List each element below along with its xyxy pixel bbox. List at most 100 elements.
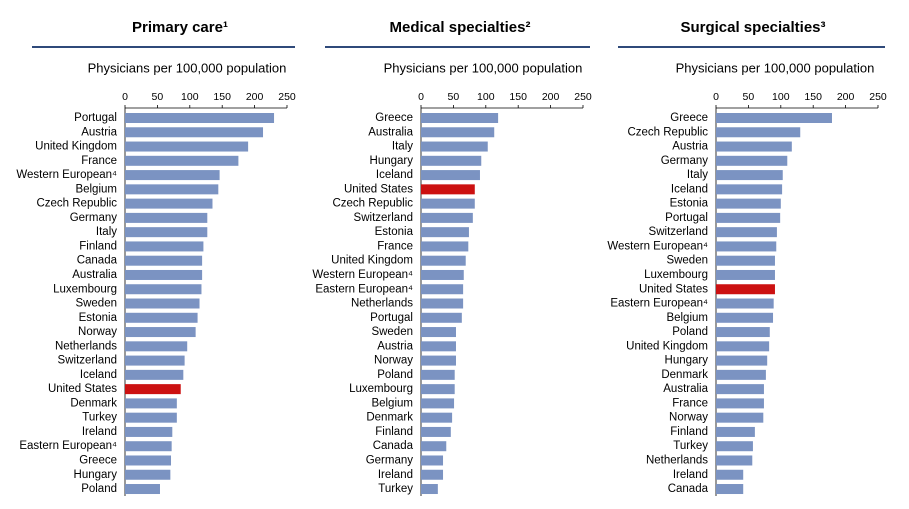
bar [421, 384, 455, 395]
x-tick-label: 100 [477, 91, 495, 103]
bar [716, 241, 777, 252]
y-tick-label: Sweden [666, 255, 708, 267]
x-tick-label: 150 [804, 91, 822, 103]
y-tick-label: Western European⁴ [312, 269, 413, 281]
y-tick-label: Turkey [82, 412, 117, 424]
y-tick-label: Italy [687, 169, 708, 181]
y-tick-label: Turkey [378, 483, 413, 495]
bar [125, 298, 200, 309]
y-tick-label: Estonia [375, 226, 414, 238]
bar [125, 341, 188, 352]
y-tick-label: France [377, 240, 413, 252]
y-tick-label: Czech Republic [36, 198, 117, 210]
bar [421, 141, 488, 152]
bar [421, 369, 455, 380]
bar [125, 412, 177, 423]
bar [125, 426, 173, 437]
bar [125, 327, 196, 338]
y-tick-label: Ireland [82, 426, 117, 438]
bar [421, 441, 447, 452]
x-tick-label: 50 [152, 91, 164, 103]
bar [716, 141, 792, 152]
bar [716, 355, 768, 366]
y-tick-label: Germany [70, 212, 118, 224]
bar [716, 227, 777, 238]
y-tick-label: Luxembourg [349, 383, 413, 395]
y-tick-label: Finland [375, 426, 413, 438]
y-tick-label: Estonia [670, 198, 709, 210]
bar [716, 155, 788, 166]
x-axis-label: Physicians per 100,000 population [676, 60, 875, 75]
y-tick-label: Finland [79, 240, 117, 252]
bar [421, 255, 466, 266]
y-tick-label: United Kingdom [35, 141, 117, 153]
y-tick-label: Netherlands [351, 298, 413, 310]
y-tick-label: France [81, 155, 117, 167]
bar [716, 312, 774, 323]
y-tick-label: Belgium [75, 183, 117, 195]
y-tick-label: Switzerland [649, 226, 708, 238]
bar [125, 384, 181, 395]
y-tick-label: Greece [79, 455, 117, 467]
y-tick-label: Netherlands [55, 340, 117, 352]
chart-title: Primary care¹ [132, 19, 228, 36]
bar [716, 127, 801, 138]
y-tick-label: Portugal [74, 112, 117, 124]
y-tick-label: Portugal [370, 312, 413, 324]
y-tick-label: Austria [81, 126, 117, 138]
bar [421, 426, 451, 437]
bar [125, 369, 184, 380]
bar [125, 484, 160, 495]
y-tick-label: Denmark [70, 397, 117, 409]
y-tick-label: Canada [668, 483, 709, 495]
bar [125, 184, 219, 195]
bar [716, 198, 781, 209]
bar [421, 227, 469, 238]
y-tick-label: Czech Republic [332, 198, 413, 210]
x-tick-label: 150 [213, 91, 231, 103]
y-tick-label: Austria [672, 141, 708, 153]
bar [716, 369, 766, 380]
bar [716, 484, 744, 495]
bar [421, 398, 455, 409]
y-tick-label: Sweden [371, 326, 413, 338]
bar [125, 141, 249, 152]
x-tick-label: 200 [837, 91, 855, 103]
bar [716, 113, 832, 123]
y-tick-label: Estonia [79, 312, 118, 324]
bar [716, 398, 764, 409]
x-tick-label: 250 [869, 91, 887, 103]
bar [125, 241, 204, 252]
y-tick-label: Norway [78, 326, 117, 338]
bar [125, 355, 185, 366]
y-tick-label: Western European⁴ [16, 169, 117, 181]
y-tick-label: Turkey [673, 440, 708, 452]
x-tick-label: 250 [574, 91, 592, 103]
bar [125, 212, 208, 223]
y-tick-label: Ireland [378, 469, 413, 481]
y-tick-label: Finland [670, 426, 708, 438]
bar [125, 227, 208, 238]
y-tick-label: Iceland [80, 369, 117, 381]
y-tick-label: Sweden [75, 298, 117, 310]
bar [716, 212, 781, 223]
y-tick-label: Denmark [661, 369, 708, 381]
y-tick-label: Switzerland [354, 212, 413, 224]
x-tick-label: 200 [542, 91, 560, 103]
bar [421, 127, 495, 138]
bar [716, 184, 783, 195]
bar [125, 312, 198, 323]
y-tick-label: Canada [77, 255, 118, 267]
bar [421, 341, 456, 352]
x-axis-label: Physicians per 100,000 population [88, 60, 287, 75]
bar [716, 255, 775, 266]
y-tick-label: Denmark [366, 412, 413, 424]
y-tick-label: Iceland [671, 183, 708, 195]
bar [421, 170, 480, 181]
y-tick-label: Luxembourg [53, 283, 117, 295]
bar [125, 455, 172, 466]
y-tick-label: Eastern European⁴ [610, 298, 708, 310]
y-tick-label: Germany [366, 455, 414, 467]
bar [716, 412, 764, 423]
bar [125, 398, 177, 409]
